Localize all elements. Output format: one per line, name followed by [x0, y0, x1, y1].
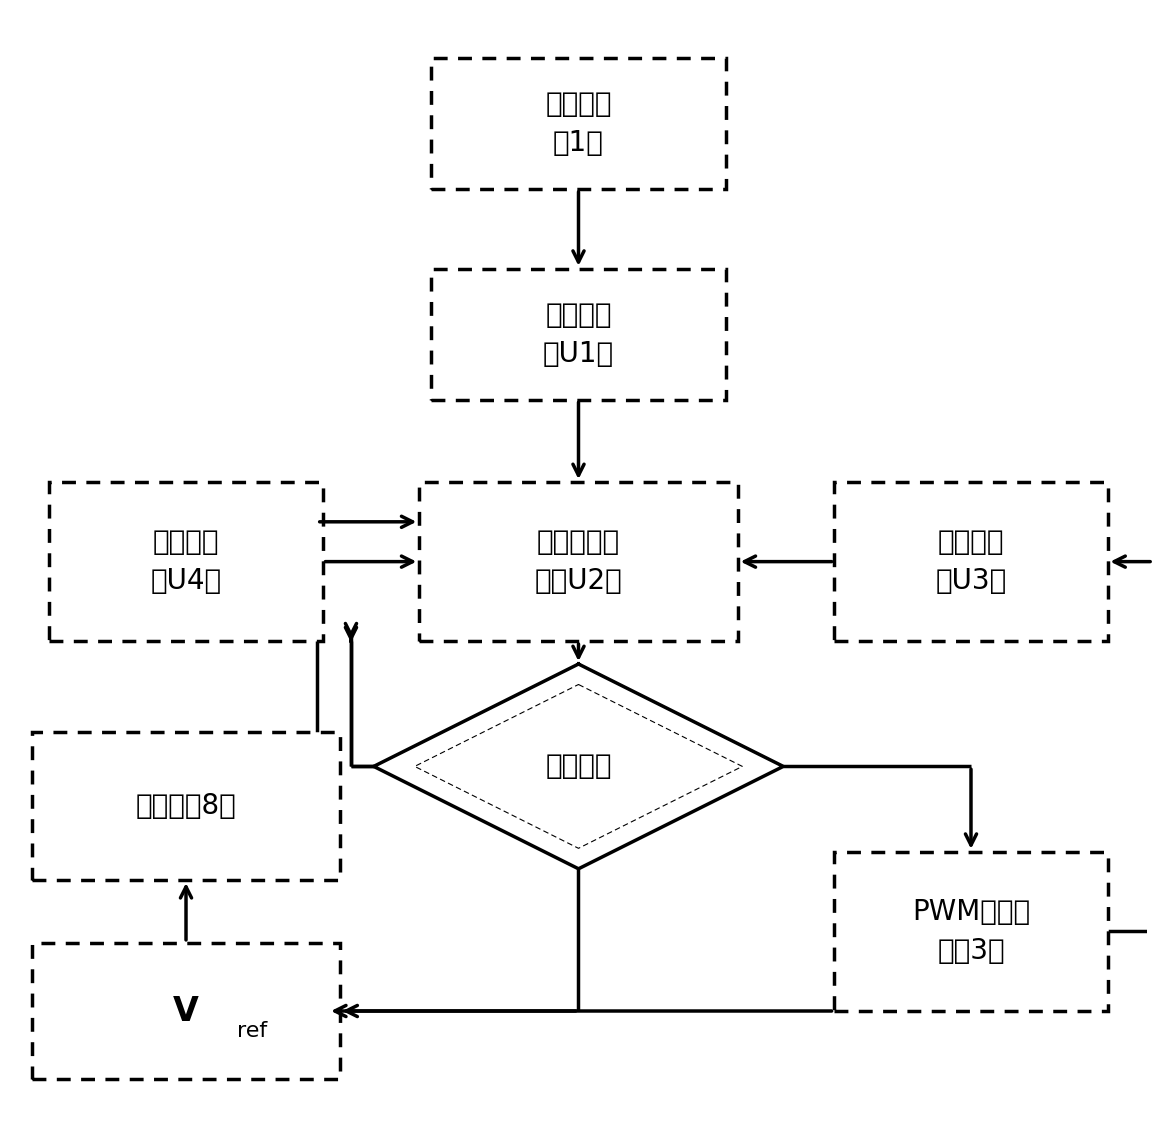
Bar: [50, 482, 323, 642]
Text: 调光需求
（1）: 调光需求 （1）: [545, 91, 612, 157]
Text: 驱动控制单
元（U2）: 驱动控制单 元（U2）: [535, 528, 622, 595]
Text: ref: ref: [237, 1021, 267, 1042]
Bar: [32, 732, 340, 880]
Text: $\mathregular{V}$: $\mathregular{V}$: [172, 995, 200, 1028]
Bar: [419, 482, 738, 642]
Text: 比较器（8）: 比较器（8）: [135, 792, 236, 821]
Bar: [430, 58, 727, 189]
Bar: [834, 851, 1107, 1011]
Bar: [430, 268, 727, 400]
Text: 定时单元
（U4）: 定时单元 （U4）: [150, 528, 222, 595]
Bar: [32, 943, 340, 1080]
Text: PWM驱动模
块（3）: PWM驱动模 块（3）: [912, 897, 1030, 965]
Bar: [834, 482, 1107, 642]
Text: 解码单元
（U1）: 解码单元 （U1）: [543, 300, 614, 368]
Text: 计时单元
（U3）: 计时单元 （U3）: [935, 528, 1007, 595]
Text: 调光等级: 调光等级: [545, 753, 612, 780]
